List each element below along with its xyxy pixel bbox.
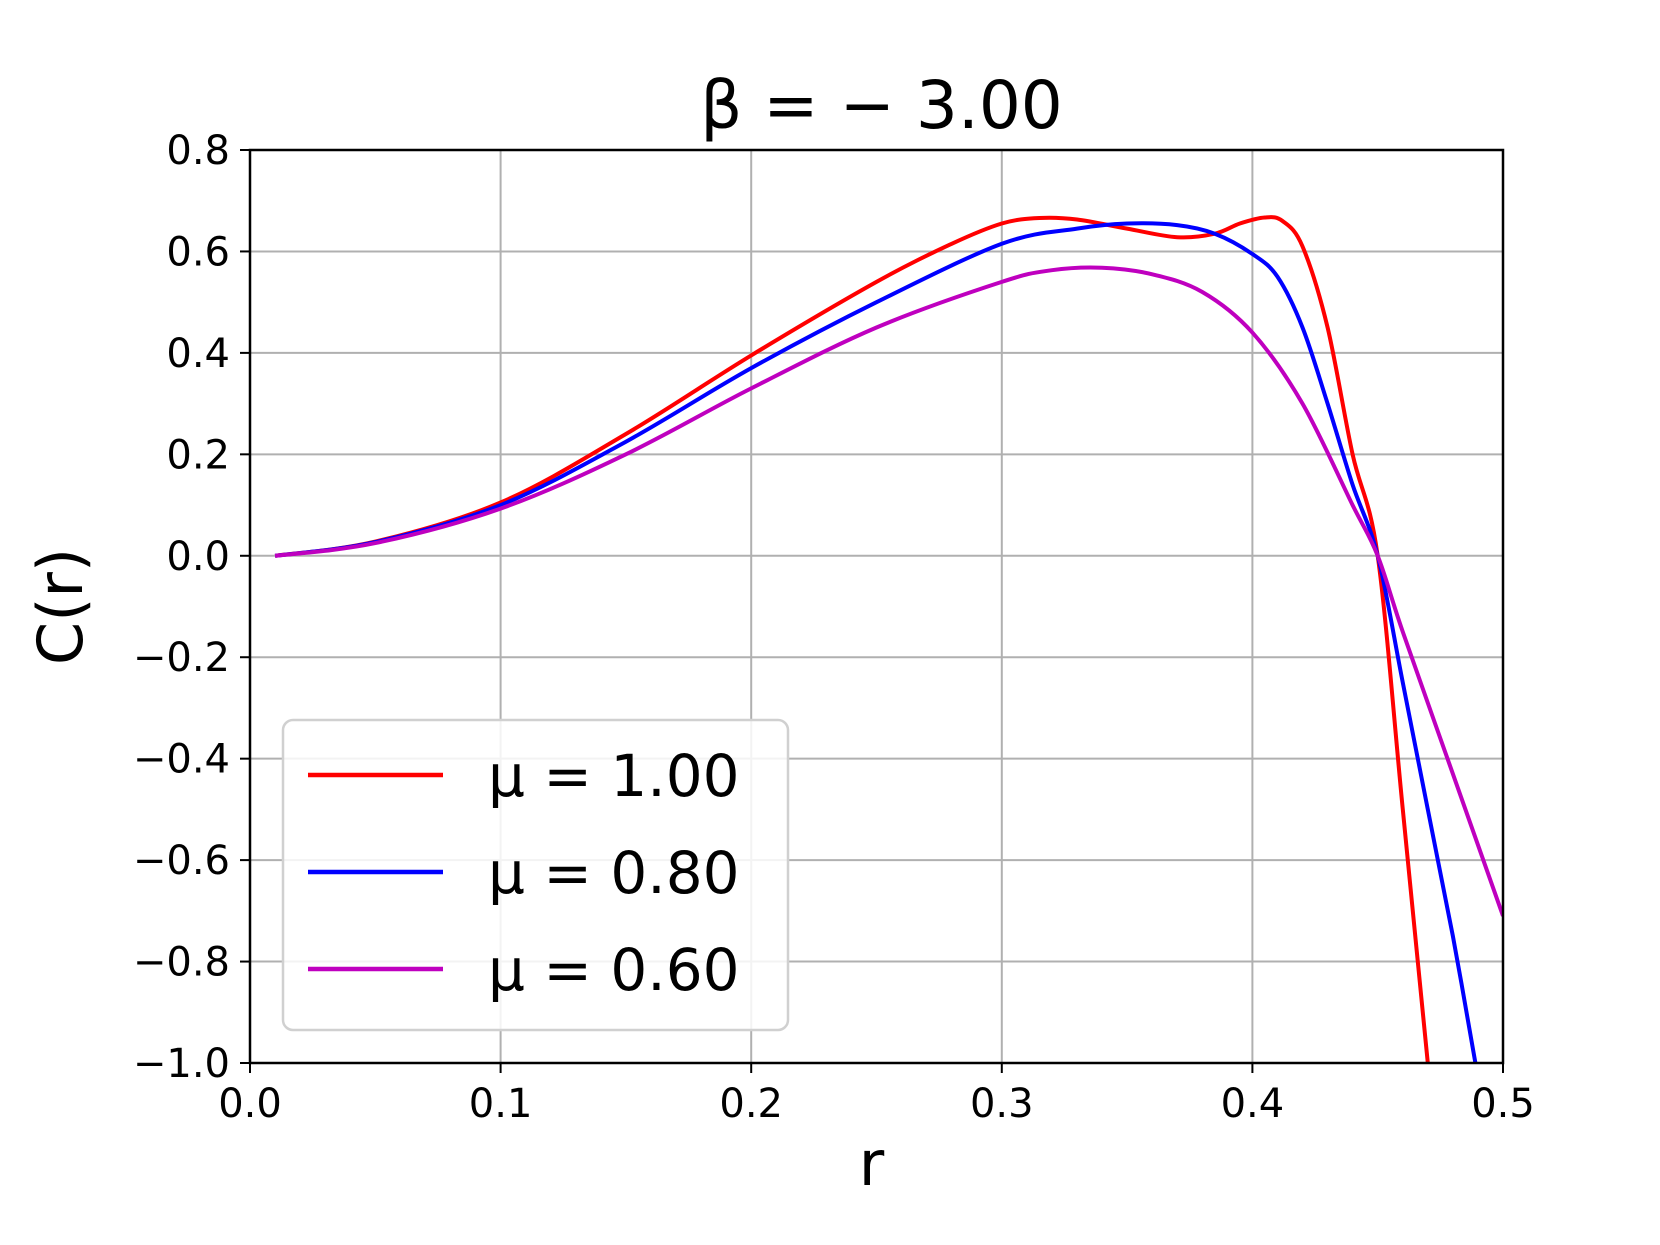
x-tick-label: 0.0 [218, 1081, 282, 1127]
x-axis-label: r [859, 1127, 885, 1200]
series-lines [274, 215, 1503, 1063]
legend-label-2: μ = 0.60 [488, 936, 740, 1004]
y-tick-label: −1.0 [133, 1041, 230, 1087]
y-tick-label: −0.8 [133, 940, 230, 986]
plot-frame [248, 148, 1505, 1065]
legend: μ = 1.00 μ = 0.80 μ = 0.60 [281, 718, 790, 1032]
legend-label-1: μ = 0.80 [488, 839, 740, 907]
x-tick-label: 0.5 [1471, 1081, 1535, 1127]
chart-title: β = − 3.00 [700, 67, 1063, 144]
series-line-1 [274, 221, 1478, 1063]
x-tick-label: 0.3 [970, 1081, 1034, 1127]
series-line-0 [274, 215, 1430, 1063]
x-tick-label: 0.4 [1221, 1081, 1285, 1127]
y-tick-label: 0.4 [166, 331, 230, 377]
x-tick-label: 0.2 [719, 1081, 783, 1127]
series-line-2 [274, 265, 1503, 917]
y-tick-label: 0.0 [166, 534, 230, 580]
y-tick-label: −0.6 [133, 838, 230, 884]
legend-box [281, 718, 790, 1032]
y-tick-label: −0.2 [133, 635, 230, 681]
legend-label-0: μ = 1.00 [488, 742, 740, 810]
y-tick-label: 0.2 [166, 432, 230, 478]
x-tick-label: 0.1 [469, 1081, 533, 1127]
y-tick-label: 0.6 [166, 229, 230, 275]
y-tick-label: −0.4 [133, 737, 230, 783]
y-axis-label: C(r) [24, 548, 97, 665]
grid [249, 149, 1504, 1064]
y-tick-label: 0.8 [166, 128, 230, 174]
axis-ticks: 0.0 0.1 0.2 0.3 0.4 0.5 0.8 0.6 0.4 0.2 0.0 −0.2 −0.… [133, 128, 1535, 1127]
